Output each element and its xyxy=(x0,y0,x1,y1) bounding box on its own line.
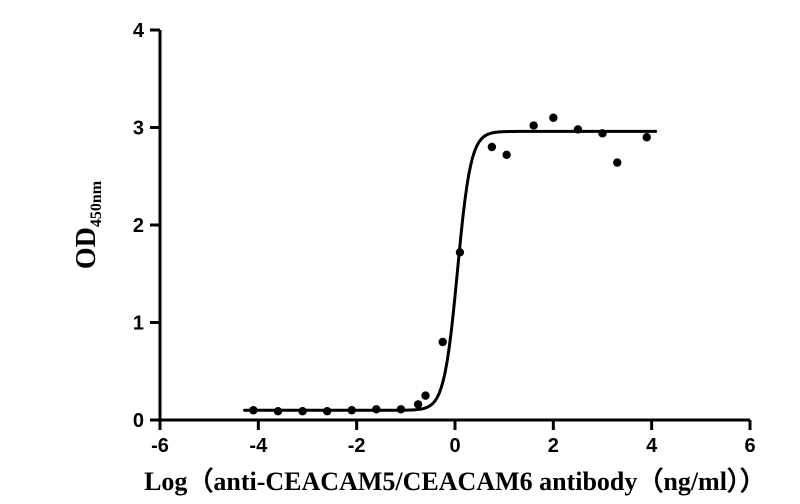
x-tick-label: 2 xyxy=(548,435,559,457)
data-point xyxy=(529,121,537,129)
x-tick-label: -6 xyxy=(151,435,169,457)
x-tick-label: 4 xyxy=(646,435,658,457)
y-tick-label: 1 xyxy=(133,313,144,335)
data-point xyxy=(439,338,447,346)
data-point xyxy=(249,406,257,414)
data-point xyxy=(372,405,380,413)
x-tick-label: -4 xyxy=(249,435,268,457)
data-point xyxy=(348,406,356,414)
y-axis-label: OD450nm xyxy=(71,180,105,269)
y-tick-label: 3 xyxy=(133,118,144,140)
fitted-curve xyxy=(245,131,656,410)
x-tick-label: 0 xyxy=(449,435,460,457)
data-point xyxy=(549,114,557,122)
data-point xyxy=(643,133,651,141)
y-tick-label: 0 xyxy=(133,410,144,432)
y-tick-label: 2 xyxy=(133,215,144,237)
data-point xyxy=(323,407,331,415)
data-point xyxy=(414,400,422,408)
x-axis-label: Log（anti-CEACAM5/CEACAM6 antibody（ng/ml）… xyxy=(144,467,766,496)
y-tick-label: 4 xyxy=(133,20,145,42)
data-point xyxy=(298,407,306,415)
data-point xyxy=(613,158,621,166)
data-point xyxy=(421,391,429,399)
chart-svg: -6 -4 -2 0 2 4 6 0 1 2 3 4 OD450nm Log（anti-CEACAM5/C… xyxy=(0,0,800,504)
data-point xyxy=(598,129,606,137)
data-point xyxy=(274,407,282,415)
data-point xyxy=(574,125,582,133)
data-point xyxy=(397,405,405,413)
axes xyxy=(160,30,750,420)
x-tick-label: -2 xyxy=(348,435,366,457)
data-point xyxy=(488,143,496,151)
binding-curve-chart: -6 -4 -2 0 2 4 6 0 1 2 3 4 OD450nm Log（anti-CEACAM5/C… xyxy=(0,0,800,504)
data-point xyxy=(456,248,464,256)
x-tick-label: 6 xyxy=(744,435,755,457)
data-point xyxy=(502,151,510,159)
